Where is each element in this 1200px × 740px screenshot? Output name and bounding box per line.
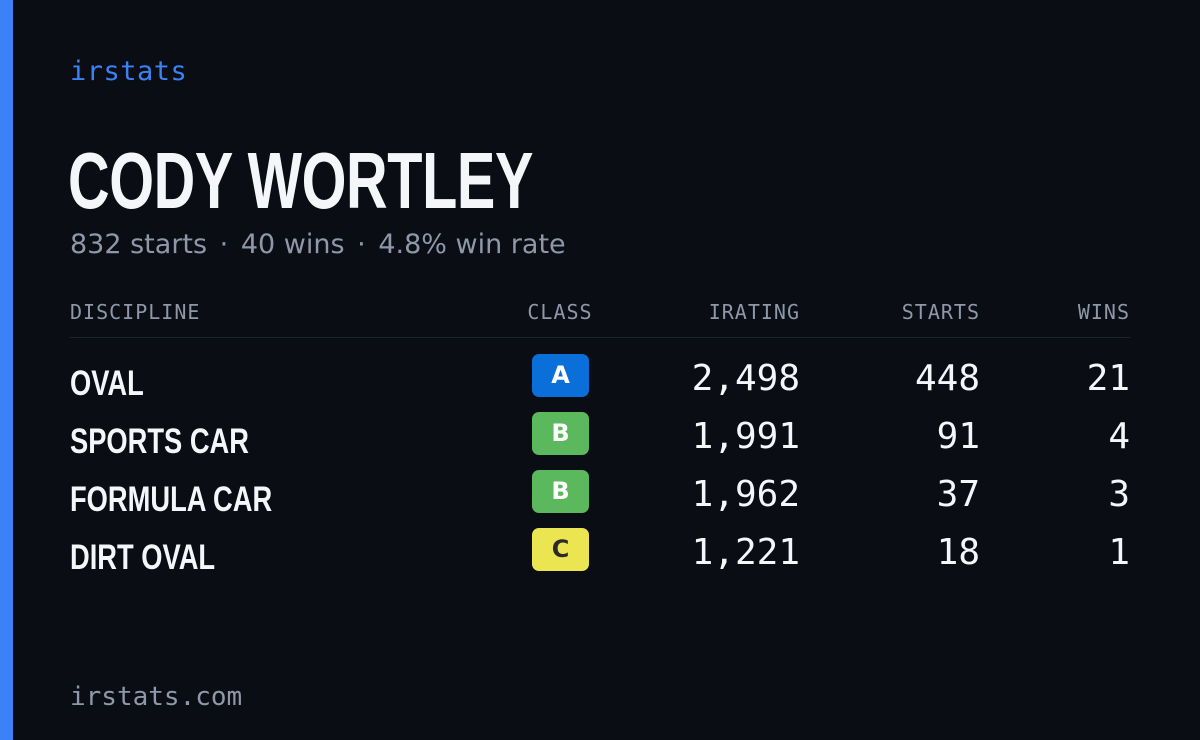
class-badge: C	[532, 528, 589, 571]
header-irating: IRATING	[708, 300, 800, 324]
summary-wins: 40 wins	[240, 229, 345, 260]
header-wins: WINS	[1077, 300, 1130, 324]
table-header: DISCIPLINE CLASS IRATING STARTS WINS	[70, 300, 1130, 338]
table-row: FORMULA CAR B 1,962 37 3	[70, 466, 1130, 524]
header-starts: STARTS	[901, 300, 980, 324]
table-row: DIRT OVAL C 1,221 18 1	[70, 524, 1130, 582]
starts-value: 91	[936, 416, 980, 457]
table-body: OVAL A 2,498 448 21 SPORTS CAR B 1,991 9…	[70, 350, 1130, 582]
wins-value: 4	[1108, 416, 1130, 457]
driver-summary: 832 starts · 40 wins · 4.8% win rate	[70, 229, 566, 260]
class-badge: A	[532, 354, 589, 397]
footer-url: irstats.com	[70, 682, 243, 712]
irating-value: 1,962	[691, 474, 800, 515]
starts-value: 18	[936, 532, 980, 573]
wins-value: 21	[1086, 358, 1130, 399]
class-badge: B	[532, 412, 589, 455]
irating-value: 1,221	[691, 532, 800, 573]
brand-logo-text: irstats	[70, 56, 188, 87]
discipline-name: SPORTS CAR	[70, 422, 249, 461]
header-discipline: DISCIPLINE	[70, 300, 201, 324]
wins-value: 3	[1108, 474, 1130, 515]
accent-bar	[0, 0, 13, 740]
starts-value: 37	[936, 474, 980, 515]
summary-separator: ·	[357, 229, 366, 260]
summary-starts: 832 starts	[70, 229, 208, 260]
header-class: CLASS	[527, 300, 593, 324]
discipline-name: OVAL	[70, 364, 144, 403]
discipline-name: DIRT OVAL	[70, 538, 216, 577]
table-row: OVAL A 2,498 448 21	[70, 350, 1130, 408]
driver-name: CODY WORTLEY	[68, 136, 534, 225]
wins-value: 1	[1108, 532, 1130, 573]
starts-value: 448	[914, 358, 980, 399]
discipline-name: FORMULA CAR	[70, 480, 273, 519]
irating-value: 2,498	[691, 358, 800, 399]
table-row: SPORTS CAR B 1,991 91 4	[70, 408, 1130, 466]
irating-value: 1,991	[691, 416, 800, 457]
summary-win-rate: 4.8% win rate	[378, 229, 566, 260]
class-badge: B	[532, 470, 589, 513]
summary-separator: ·	[219, 229, 229, 260]
